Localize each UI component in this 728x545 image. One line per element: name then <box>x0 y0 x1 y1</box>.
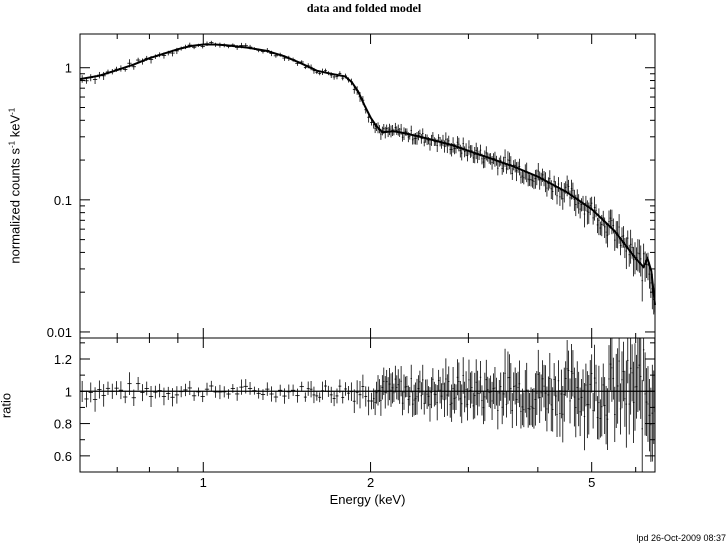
y-tick-label: 0.01 <box>47 325 72 340</box>
x-axis-label: Energy (keV) <box>329 492 406 507</box>
ratio-tick-label: 1.2 <box>54 352 72 367</box>
chart-title: data and folded model <box>306 1 422 15</box>
x-tick-label: 2 <box>367 475 374 490</box>
ratio-tick-label: 0.6 <box>54 449 72 464</box>
y-tick-label: 0.1 <box>54 193 72 208</box>
spectrum-data-points <box>80 40 656 315</box>
model-line <box>79 43 656 306</box>
ratio-data-points <box>80 338 656 472</box>
spectrum-panel: 1 0.1 0.01 <box>47 33 656 472</box>
timestamp-stamp: lpd 26-Oct-2009 08:37 <box>636 533 726 543</box>
top-y-axis-label: normalized counts s-1 keV-1 <box>7 107 23 264</box>
ratio-tick-label: 0.8 <box>54 417 72 432</box>
y-tick-label: 1 <box>65 61 72 76</box>
x-tick-label: 5 <box>588 475 595 490</box>
bottom-y-axis-label: ratio <box>0 392 14 419</box>
ratio-panel: 1 2 5 1.2 1 0.8 0.6 <box>54 337 656 490</box>
ratio-tick-label: 1 <box>65 384 72 399</box>
x-tick-label: 1 <box>200 475 207 490</box>
